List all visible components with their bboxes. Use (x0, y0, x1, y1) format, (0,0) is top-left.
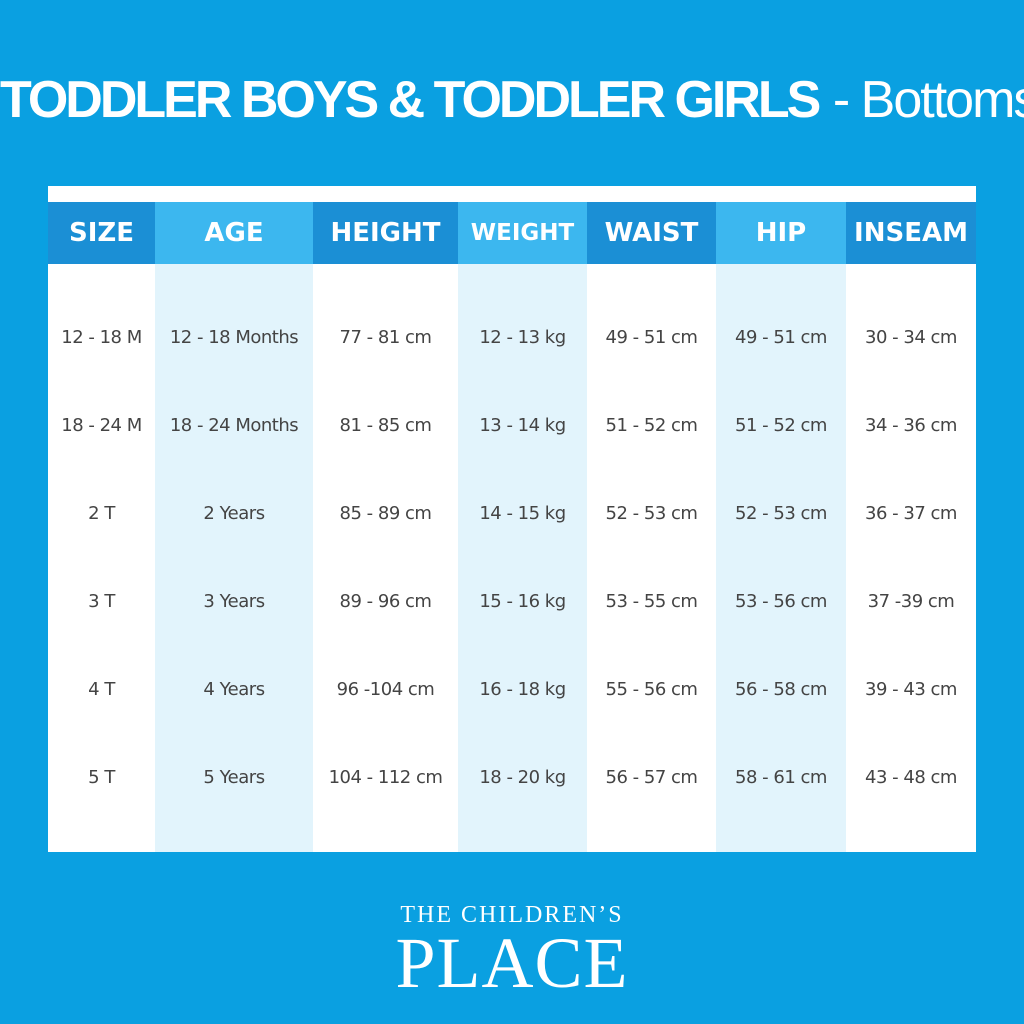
table-cell: 18 - 24 M (61, 414, 142, 436)
table-cell: 15 - 16 kg (479, 590, 566, 612)
column-header: HIP (716, 202, 846, 264)
table-cell: 77 - 81 cm (339, 326, 432, 348)
table-cell: 2 T (88, 502, 115, 524)
table-cell: 3 Years (203, 590, 265, 612)
table-top-bar (48, 186, 976, 202)
table-cell: 5 Years (203, 766, 265, 788)
column-header: HEIGHT (313, 202, 458, 264)
title-main: TODDLER BOYS & TODDLER GIRLS (0, 71, 821, 129)
table-cell: 18 - 24 Months (169, 414, 299, 436)
table-cell: 58 - 61 cm (735, 766, 827, 788)
brand-line2: PLACE (395, 923, 629, 1003)
table-cell: 56 - 57 cm (605, 766, 698, 788)
column-background (587, 264, 716, 852)
table-cell: 96 -104 cm (336, 678, 435, 700)
brand-line1: THE CHILDREN’S (400, 902, 624, 928)
table-cell: 53 - 55 cm (605, 590, 698, 612)
table-cell: 2 Years (203, 502, 265, 524)
title-sub: - Bottoms (832, 71, 1024, 129)
column-background (458, 264, 587, 852)
column-header: WAIST (587, 202, 716, 264)
column-header: SIZE (48, 202, 155, 264)
table-cell: 52 - 53 cm (735, 502, 827, 524)
column-header: WEIGHT (458, 202, 587, 264)
table-cell: 49 - 51 cm (735, 326, 827, 348)
table-cell: 39 - 43 cm (865, 678, 957, 700)
table-cell: 18 - 20 kg (479, 766, 566, 788)
table-cell: 12 - 18 Months (169, 326, 299, 348)
column-background (846, 264, 976, 852)
table-cell: 14 - 15 kg (479, 502, 566, 524)
table-cell: 12 - 13 kg (479, 326, 566, 348)
table-cell: 12 - 18 M (61, 326, 142, 348)
table-cell: 3 T (88, 590, 115, 612)
table-cell: 4 T (88, 678, 115, 700)
table-cell: 55 - 56 cm (605, 678, 698, 700)
table-cell: 36 - 37 cm (865, 502, 957, 524)
column-header: AGE (155, 202, 313, 264)
table-cell: 104 - 112 cm (328, 766, 443, 788)
table-cell: 13 - 14 kg (479, 414, 566, 436)
table-cell: 34 - 36 cm (865, 414, 957, 436)
table-cell: 16 - 18 kg (479, 678, 566, 700)
title: TODDLER BOYS & TODDLER GIRLS - Bottoms (0, 70, 1024, 130)
table-cell: 51 - 52 cm (605, 414, 698, 436)
table-cell: 37 -39 cm (867, 590, 955, 612)
table-cell: 85 - 89 cm (339, 502, 432, 524)
table-cell: 49 - 51 cm (605, 326, 698, 348)
column-background (48, 264, 155, 852)
table-cell: 5 T (88, 766, 115, 788)
table-cell: 53 - 56 cm (735, 590, 827, 612)
table-cell: 4 Years (203, 678, 265, 700)
table-cell: 43 - 48 cm (865, 766, 957, 788)
table-cell: 51 - 52 cm (735, 414, 827, 436)
column-background (716, 264, 846, 852)
table-cell: 81 - 85 cm (339, 414, 432, 436)
table-cell: 56 - 58 cm (735, 678, 827, 700)
column-header: INSEAM (846, 202, 976, 264)
column-background (155, 264, 313, 852)
table-cell: 52 - 53 cm (605, 502, 698, 524)
column-background (313, 264, 458, 852)
table-cell: 30 - 34 cm (865, 326, 957, 348)
table-cell: 89 - 96 cm (339, 590, 432, 612)
